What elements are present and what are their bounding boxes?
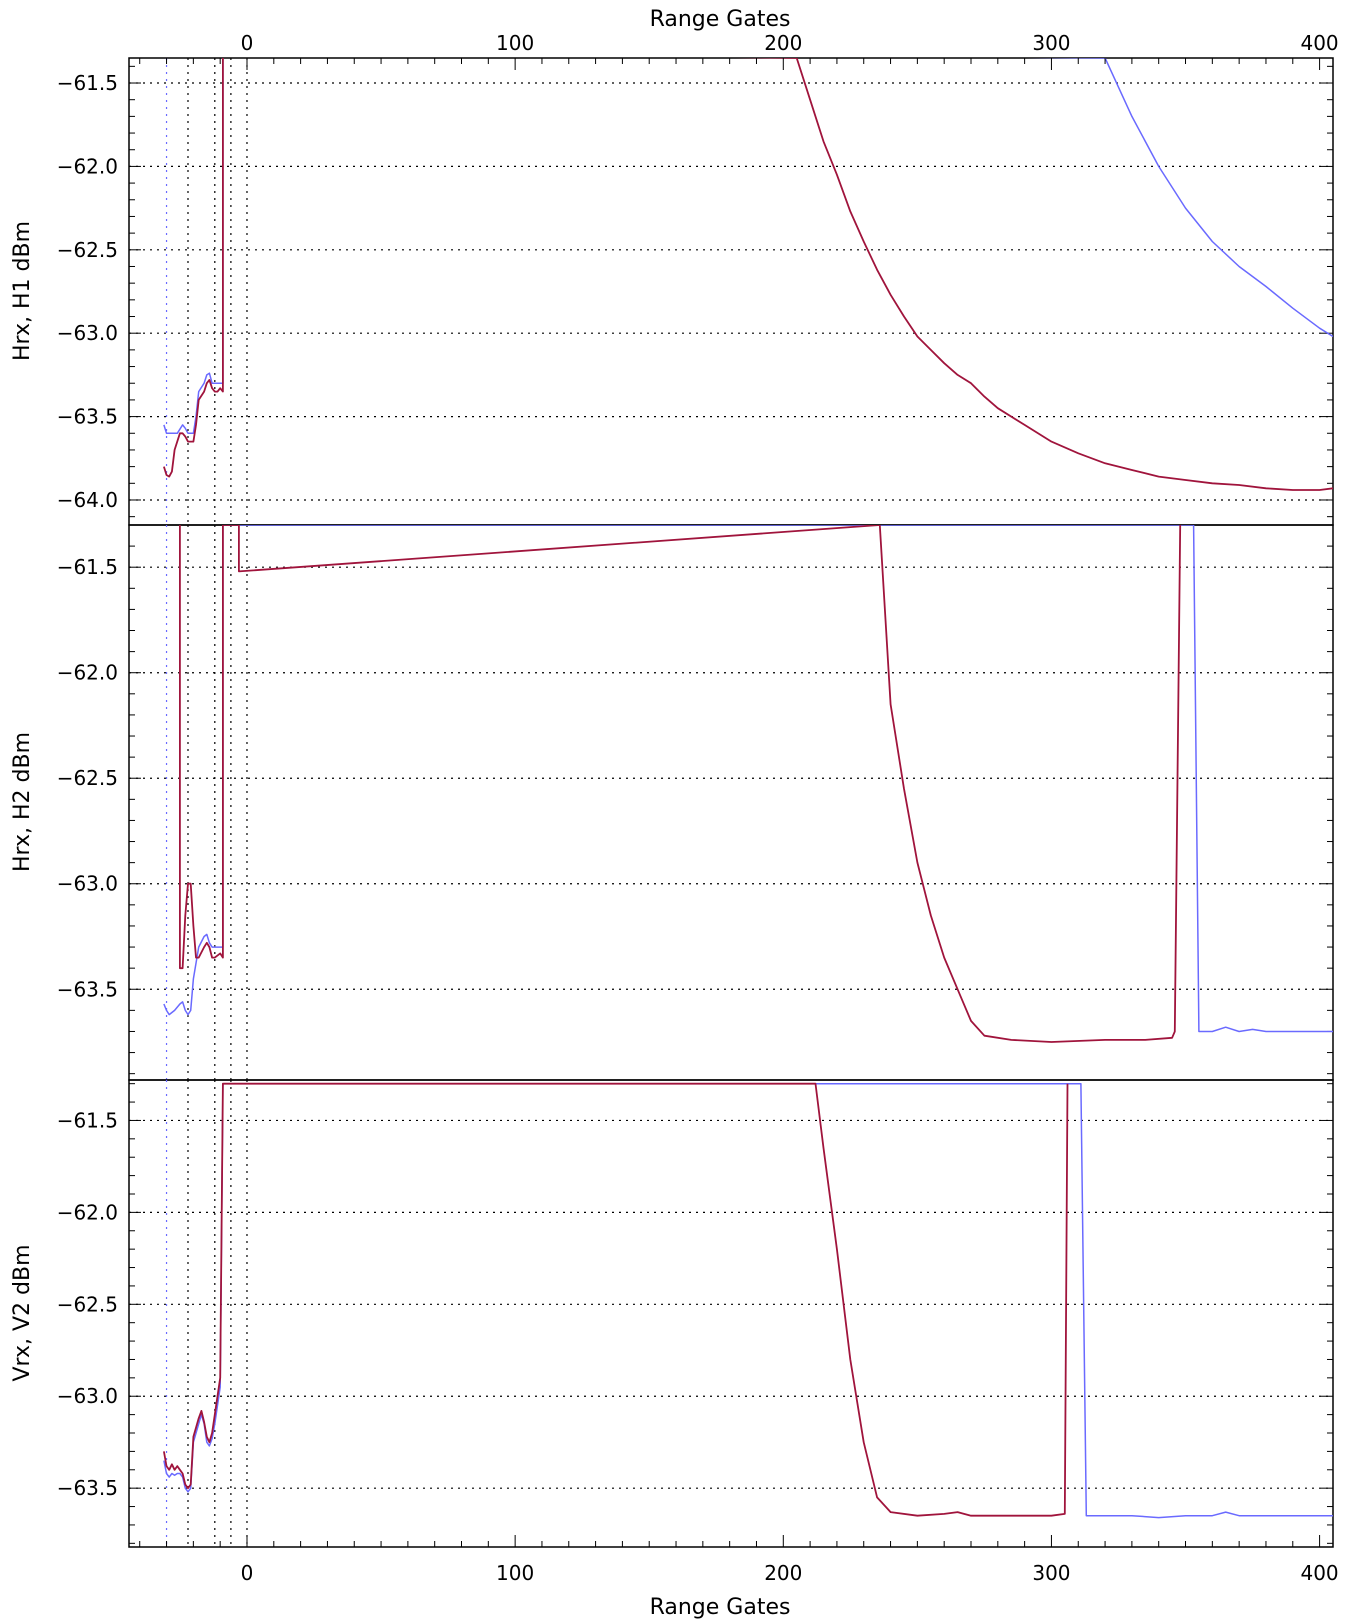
top-x-tick-label: 400 [1300, 31, 1338, 55]
panel-h1-frame [128, 57, 1334, 526]
y-tick-label: −62.5 [57, 1292, 118, 1316]
y-tick-label: −64.0 [57, 488, 118, 512]
panel-h2-series-2 [179, 525, 1182, 1043]
top-x-axis-label: Range Gates [650, 7, 791, 32]
y-tick-label: −61.5 [57, 1108, 118, 1132]
y-tick-label: −62.0 [57, 1200, 118, 1224]
y-tick-label: −61.5 [57, 555, 118, 579]
y-tick-label: −63.0 [57, 872, 118, 896]
y-tick-label: −62.0 [57, 154, 118, 178]
panel-v2-series-1 [163, 1082, 1333, 1519]
bottom-x-tick-label: 200 [764, 1561, 802, 1585]
y-tick-label: −62.5 [57, 238, 118, 262]
panel-h2: Hrx, H2 dBm −61.5 −62.0 −62.5 −63.0 −63.5 [10, 524, 1334, 1081]
top-x-tick-label: 300 [1032, 31, 1070, 55]
top-x-tick-label: 200 [764, 31, 802, 55]
bottom-x-tick-label: 400 [1300, 1561, 1338, 1585]
y-tick-label: −61.5 [57, 71, 118, 95]
y-tick-label: −63.5 [57, 1476, 118, 1500]
bottom-x-axis-label: Range Gates [650, 1595, 791, 1620]
bottom-x-tick-label: 0 [241, 1561, 254, 1585]
y-tick-label: −63.0 [57, 1384, 118, 1408]
panel-h1-series-2 [163, 58, 1333, 491]
panel-v2-frame [128, 1079, 1334, 1548]
panel-h2-series-1 [163, 525, 1333, 1033]
bottom-x-tick-label: 100 [496, 1561, 534, 1585]
panel-h1: Hrx, H1 dBm −61.5 −62.0 −62.5 −63.0 −63.5 −64… [10, 57, 1334, 526]
panel-v2-y-label: Vrx, V2 dBm [10, 1244, 35, 1381]
y-tick-label: −63.5 [57, 977, 118, 1001]
y-tick-label: −62.5 [57, 766, 118, 790]
y-tick-label: −63.0 [57, 321, 118, 345]
top-x-tick-label: 100 [496, 31, 534, 55]
panel-h1-y-label: Hrx, H1 dBm [10, 221, 35, 361]
y-tick-label: −63.5 [57, 405, 118, 429]
panel-h2-frame [128, 524, 1334, 1081]
top-x-tick-label: 0 [241, 31, 254, 55]
panel-h1-series-1 [163, 58, 1333, 435]
panel-v2-series-2 [163, 1082, 1069, 1517]
panel-h2-y-label: Hrx, H2 dBm [10, 732, 35, 872]
panel-v2: Vrx, V2 dBm −61.5 −62.0 −62.5 −63.0 −63.5 [10, 1079, 1334, 1548]
bottom-x-tick-label: 300 [1032, 1561, 1070, 1585]
y-tick-label: −62.0 [57, 661, 118, 685]
